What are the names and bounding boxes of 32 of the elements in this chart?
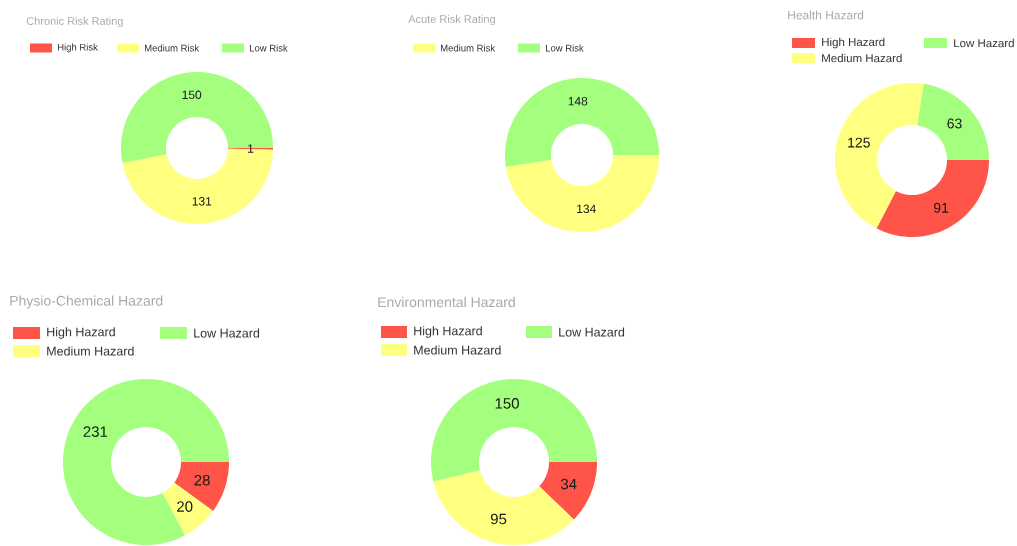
data-label: 20 xyxy=(177,501,193,512)
legend-label: Medium Hazard xyxy=(414,345,501,355)
legend-label: Medium Hazard xyxy=(822,53,902,63)
legend-label: High Hazard xyxy=(47,327,115,339)
legend-label: Low Hazard xyxy=(954,38,1014,48)
legend-label: Medium Risk xyxy=(440,44,496,52)
data-label: 28 xyxy=(194,474,210,486)
chart-title: Health Hazard xyxy=(788,10,864,20)
legend-label: High Risk xyxy=(57,43,98,53)
data-label: 91 xyxy=(933,202,949,213)
data-label: 148 xyxy=(568,96,588,106)
legend-label: Low Risk xyxy=(545,44,584,52)
data-label: 134 xyxy=(577,204,596,214)
data-label: 125 xyxy=(848,137,870,148)
legend-label: Low Hazard xyxy=(194,328,260,338)
chart-title: Physio-Chemical Hazard xyxy=(10,295,163,309)
data-label: 34 xyxy=(560,478,577,490)
legend-label: Medium Risk xyxy=(144,44,200,52)
data-label: 131 xyxy=(192,197,212,206)
legend-label: High Hazard xyxy=(822,37,885,49)
data-label: 231 xyxy=(83,426,108,437)
data-label: 95 xyxy=(490,513,507,525)
legend-label: Low Risk xyxy=(249,44,288,52)
chart-title: Environmental Hazard xyxy=(378,296,515,308)
data-label: 63 xyxy=(947,118,962,129)
data-label: 150 xyxy=(495,398,519,409)
chart-title: Chronic Risk Rating xyxy=(26,16,123,28)
legend-label: Medium Hazard xyxy=(47,346,134,356)
legend-label: Low Hazard xyxy=(559,327,625,337)
legend-label: High Hazard xyxy=(414,326,482,338)
data-label: 150 xyxy=(182,90,202,100)
chart-title: Acute Risk Rating xyxy=(408,14,495,26)
